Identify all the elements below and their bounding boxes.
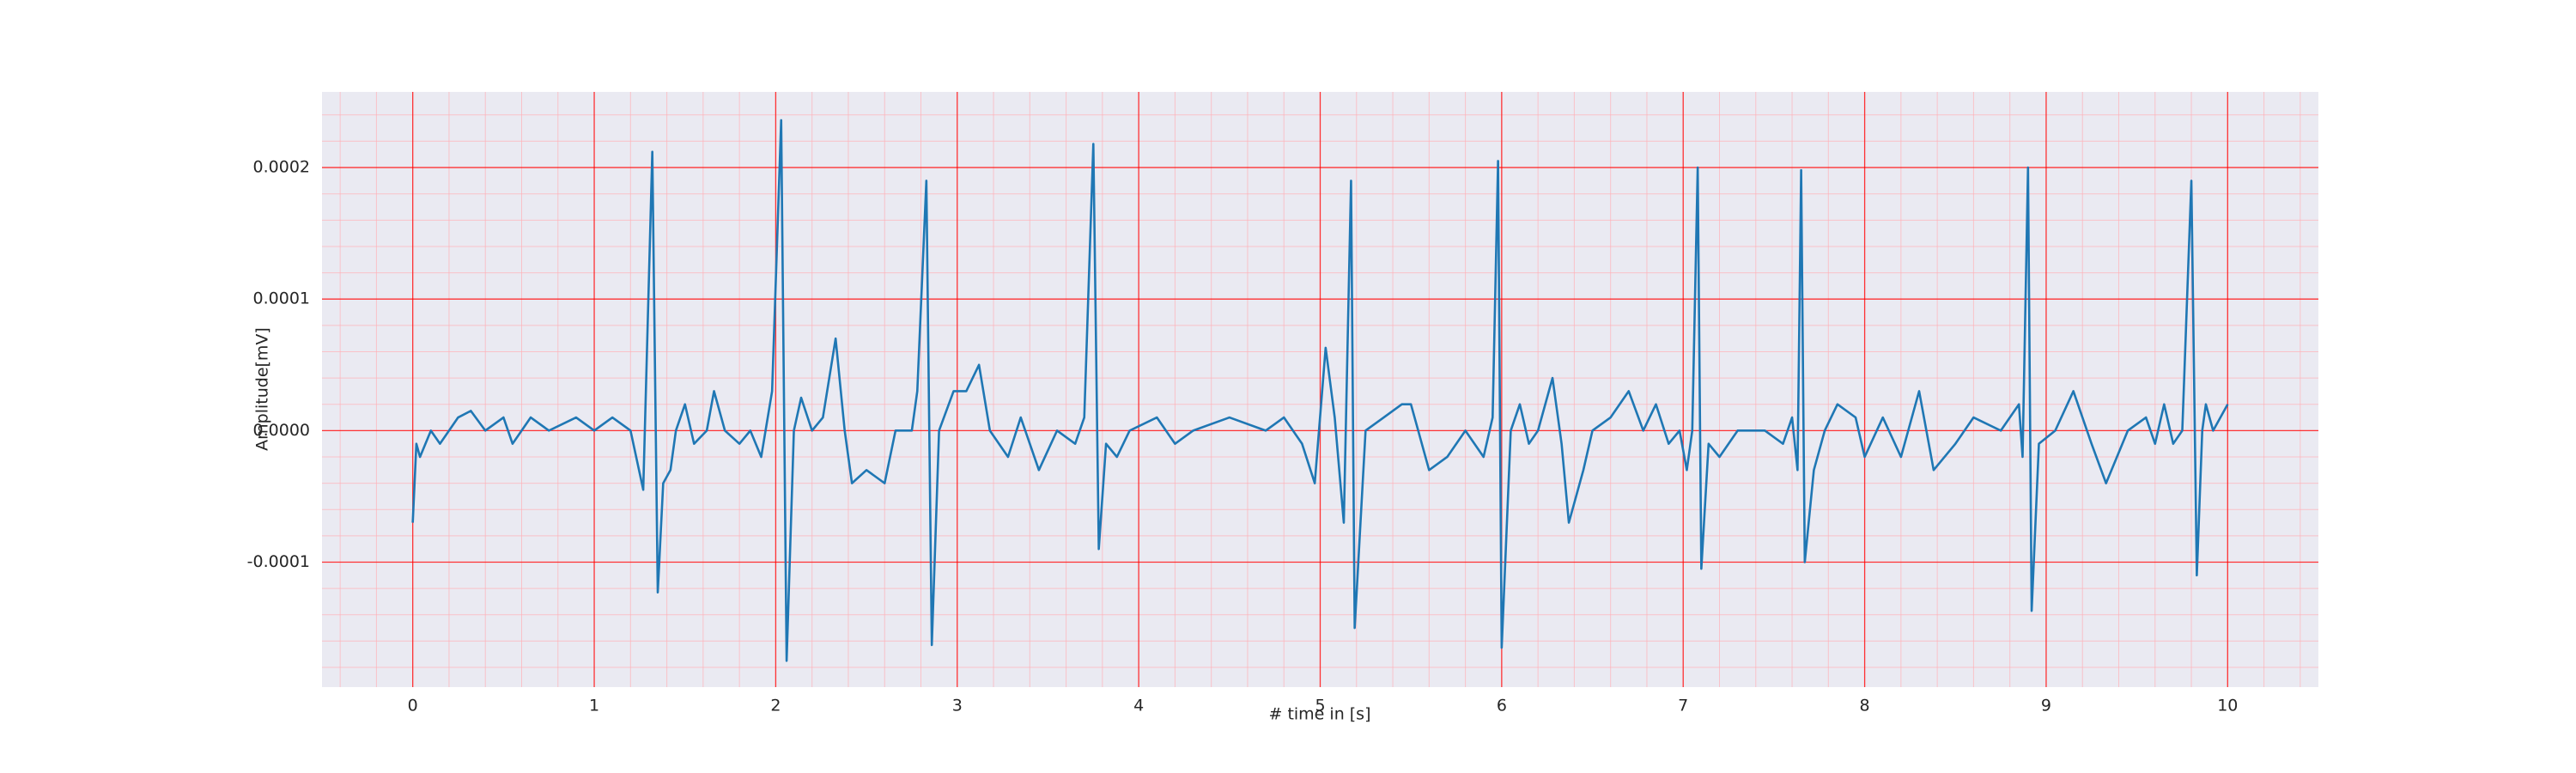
x-tick-label: 7 bbox=[1678, 697, 1688, 715]
x-tick-label: 9 bbox=[2041, 697, 2051, 715]
x-tick-label: 4 bbox=[1133, 697, 1144, 715]
x-tick-label: 2 bbox=[770, 697, 781, 715]
y-tick-label: 0.0001 bbox=[253, 289, 310, 308]
y-tick-label: 0.0002 bbox=[253, 158, 310, 177]
y-tick-label: -0.0001 bbox=[247, 552, 310, 571]
signal-line bbox=[411, 119, 2229, 662]
x-tick-label: 6 bbox=[1497, 697, 1507, 715]
x-tick-label: 5 bbox=[1315, 697, 1325, 715]
x-tick-label: 8 bbox=[1860, 697, 1870, 715]
x-tick-label: 10 bbox=[2217, 697, 2238, 715]
x-tick-label: 3 bbox=[952, 697, 963, 715]
x-axis-label: # time in [s] bbox=[1268, 705, 1370, 724]
y-axis-label: Amplitude[mV] bbox=[253, 327, 272, 451]
x-tick-label: 0 bbox=[408, 697, 418, 715]
plot bbox=[411, 119, 2229, 662]
x-tick-label: 1 bbox=[589, 697, 599, 715]
y-tick-label: 0.0000 bbox=[253, 421, 310, 440]
